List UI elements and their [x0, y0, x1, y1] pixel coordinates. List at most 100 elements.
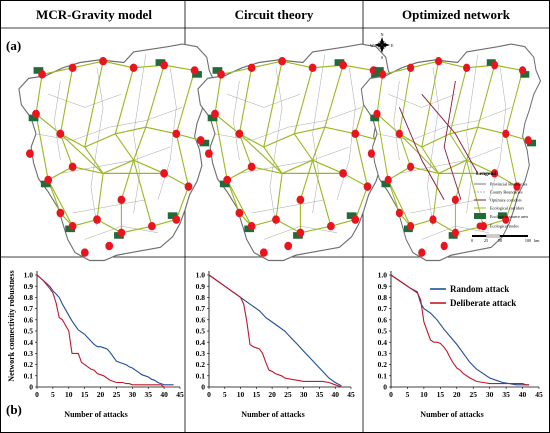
x-tick-label: 40: [160, 390, 168, 399]
x-tick-label: 30: [129, 390, 137, 399]
north-letter-s: S: [381, 55, 384, 60]
x-tick-label: 15: [253, 390, 261, 399]
x-tick-label: 35: [502, 390, 510, 399]
map-optimized-network: [360, 43, 542, 262]
panel-title-3: Optimized network: [402, 7, 511, 22]
north-arrow: N S W E: [370, 32, 394, 60]
y-tick-label: 0.9: [24, 282, 34, 291]
x-tick-label: 20: [268, 390, 276, 399]
y-tick-label: 0.1: [378, 371, 388, 380]
x-tick-label: 15: [437, 390, 445, 399]
x-tick-label: 35: [316, 390, 324, 399]
x-tick-label: 25: [284, 390, 292, 399]
scale-label-0: 0: [471, 238, 473, 243]
y-tick-label: 0.4: [196, 338, 206, 347]
y-tick-label: 0.3: [24, 349, 34, 358]
chart-legend: Random attack Deliberate attack: [430, 284, 516, 308]
y-tick-label: 0.6: [378, 315, 388, 324]
x-tick-label: 0: [389, 390, 393, 399]
scale-unit: km: [534, 238, 540, 243]
legend-ecological-nodes: Ecological nodes: [490, 224, 519, 229]
x-tick-label: 30: [486, 390, 494, 399]
y-tick-label: 0.7: [24, 304, 34, 313]
legend-ecological-source-area: Ecological source area: [490, 214, 528, 219]
chart1-xlabel: Number of attacks: [64, 410, 127, 419]
x-tick-label: 25: [469, 390, 477, 399]
y-tick-label: 0.1: [196, 371, 206, 380]
x-tick-label: 45: [535, 390, 543, 399]
deliberate-attack-line: [208, 274, 342, 388]
scale-label-100: 100: [525, 238, 531, 243]
x-tick-label: 5: [406, 390, 410, 399]
y-tick-label: 0.7: [196, 304, 206, 313]
x-tick-label: 20: [453, 390, 461, 399]
y-tick-label: 0.6: [24, 315, 34, 324]
y-tick-label: 1.0: [24, 271, 34, 280]
panel-title-2: Circuit theory: [235, 7, 314, 22]
x-tick-label: 15: [81, 390, 89, 399]
map-legend: Lengend Provincial Boundaries County Bou…: [471, 171, 540, 243]
x-tick-label: 5: [223, 390, 227, 399]
y-tick-label: 0: [383, 383, 387, 392]
x-tick-label: 25: [113, 390, 121, 399]
x-tick-label: 10: [420, 390, 428, 399]
deliberate-attack-line: [390, 274, 530, 386]
y-tick-label: 1.0: [196, 271, 206, 280]
y-tick-label: 0.2: [378, 360, 388, 369]
random-attack-line: [390, 274, 530, 386]
x-tick-label: 10: [237, 390, 245, 399]
legend-random-attack: Random attack: [450, 284, 509, 294]
legend-optimize-corridors: Optimize corridors: [490, 198, 522, 203]
north-letter-w: W: [370, 43, 374, 48]
random-attack-line: [36, 274, 174, 386]
map-mcr-gravity: [18, 43, 215, 262]
random-attack-line: [208, 274, 342, 387]
deliberate-attack-line: [36, 274, 174, 388]
x-tick-label: 35: [144, 390, 152, 399]
label-b: (b): [6, 402, 22, 417]
x-tick-label: 40: [331, 390, 339, 399]
x-tick-label: 45: [176, 390, 184, 399]
north-letter-n: N: [380, 32, 383, 37]
y-tick-label: 0.5: [378, 327, 388, 336]
y-tick-label: 0: [29, 383, 33, 392]
y-tick-label: 0.2: [24, 360, 34, 369]
legend-provincial-boundaries: Provincial Boundaries: [490, 182, 528, 187]
scale-label-50: 50: [498, 238, 502, 243]
x-tick-label: 10: [65, 390, 73, 399]
y-tick-label: 0.5: [196, 327, 206, 336]
y-tick-label: 0.3: [378, 349, 388, 358]
y-tick-label: 0.4: [378, 338, 388, 347]
x-tick-label: 20: [97, 390, 105, 399]
x-tick-label: 0: [207, 390, 211, 399]
chart2-xlabel: Number of attacks: [241, 410, 304, 419]
y-tick-label: 0.6: [196, 315, 206, 324]
chart-optimized-network: 0 5 10 15 20 25 30 35 40 45 0 0.1 0.2 0.3 0.4 0.5 0.6 0.7…: [378, 271, 543, 399]
y-tick-label: 0: [201, 383, 205, 392]
x-tick-label: 40: [519, 390, 527, 399]
legend-deliberate-attack: Deliberate attack: [450, 298, 516, 308]
y-tick-label: 0.8: [378, 293, 388, 302]
y-tick-label: 0.3: [196, 349, 206, 358]
x-tick-label: 0: [35, 390, 39, 399]
scale-label-25: 25: [484, 238, 488, 243]
x-tick-label: 30: [300, 390, 308, 399]
label-a: (a): [6, 38, 21, 53]
x-tick-label: 45: [347, 390, 355, 399]
y-tick-label: 0.4: [24, 338, 34, 347]
north-letter-e: E: [391, 43, 394, 48]
y-tick-label: 0.1: [24, 371, 34, 380]
map-circuit-theory: [197, 43, 394, 262]
y-tick-label: 0.8: [196, 293, 206, 302]
scale-bar: 0 25 50 100 km: [471, 234, 540, 243]
map-legend-title: Lengend: [476, 171, 496, 177]
y-tick-label: 0.7: [378, 304, 388, 313]
y-tick-label: 0.9: [378, 282, 388, 291]
y-tick-label: 0.2: [196, 360, 206, 369]
x-tick-label: 5: [51, 390, 55, 399]
chart-mcr-gravity: 0 5 10 15 20 25 30 35 40 45 0 0.1 0.2 0.3 0.4 0.5 0.6 0.7…: [24, 271, 184, 399]
y-tick-label: 1.0: [378, 271, 388, 280]
y-tick-label: 0.5: [24, 327, 34, 336]
chart3-xlabel: Number of attacks: [420, 410, 483, 419]
